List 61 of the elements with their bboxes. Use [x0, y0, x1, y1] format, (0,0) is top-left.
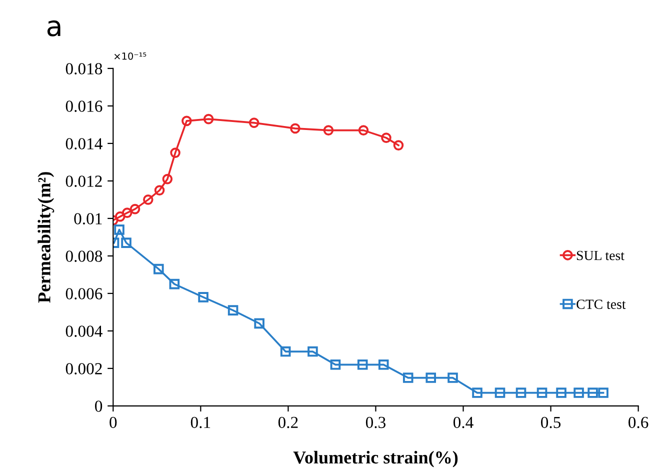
point [154, 185, 165, 196]
x-tick-label: 0.5 [540, 416, 561, 428]
y-axis-title: Permeability(m²) [38, 172, 54, 303]
point [130, 204, 140, 214]
point [494, 388, 506, 398]
x-axis-title: Volumetric strain(%) [293, 450, 458, 468]
point [182, 116, 192, 126]
point [115, 211, 126, 222]
point [143, 194, 154, 205]
point [323, 125, 334, 136]
point [170, 148, 180, 158]
point [381, 132, 392, 143]
point [472, 388, 482, 398]
x-tick-label: 0.6 [628, 416, 648, 428]
text: a [47, 20, 60, 36]
point [426, 372, 436, 383]
point [358, 125, 369, 136]
x-tick-label: 0.3 [366, 416, 386, 428]
point [308, 346, 318, 357]
point [162, 174, 173, 184]
point [154, 264, 164, 274]
point [357, 360, 368, 370]
point [122, 208, 132, 218]
y-tick-label: 0.008 [66, 250, 102, 262]
point [574, 388, 584, 398]
point [114, 224, 124, 235]
point [448, 372, 458, 383]
point [556, 388, 566, 398]
point [402, 372, 414, 383]
point [290, 123, 300, 134]
x-tick-label: 0 [110, 416, 117, 428]
point [228, 305, 238, 316]
point [393, 140, 404, 150]
legend-label: SUL test [576, 250, 624, 260]
y-tick-label: 0 [95, 400, 102, 412]
x-tick-label: 0.1 [190, 416, 210, 428]
y-tick-label: 0.018 [66, 63, 102, 74]
y-tick-label: 0.002 [66, 363, 102, 374]
point [330, 360, 341, 370]
y-tick-label: 0.014 [66, 138, 102, 150]
point [248, 118, 260, 128]
y-tick-label: 0.012 [66, 176, 102, 187]
x-tick-label: 0.2 [278, 416, 298, 428]
point [516, 388, 526, 398]
point [169, 278, 180, 290]
point [280, 346, 291, 357]
x-tick-label: 0.4 [453, 416, 474, 428]
y-tick-label: 0.004 [66, 326, 102, 337]
y-tick-label: 0.016 [66, 100, 102, 112]
point [598, 388, 608, 398]
y-tick-label: 0.01 [74, 213, 102, 224]
point [198, 292, 208, 302]
point [536, 388, 548, 398]
point [254, 318, 264, 329]
y-tick-label: 0.006 [66, 288, 102, 300]
point [378, 360, 389, 370]
legend-label: CTC test [576, 300, 626, 309]
point [121, 238, 132, 248]
point [588, 388, 598, 398]
text: ×10⁻¹⁵ [114, 52, 146, 60]
point [203, 114, 214, 124]
